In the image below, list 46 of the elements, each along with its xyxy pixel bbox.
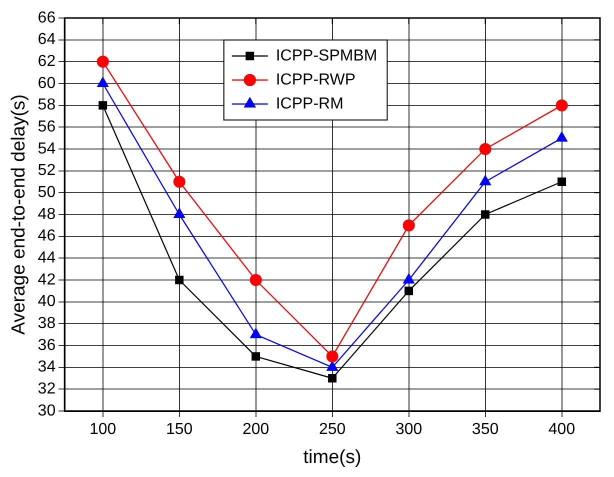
y-tick-label: 36 xyxy=(38,336,56,354)
legend-label: ICPP-RWP xyxy=(276,71,356,88)
y-tick-label: 54 xyxy=(38,140,56,158)
x-tick-label: 100 xyxy=(89,421,116,438)
y-tick-label: 56 xyxy=(38,118,56,136)
x-tick-label: 250 xyxy=(318,421,346,438)
y-tick-label: 50 xyxy=(38,184,56,202)
point xyxy=(326,350,338,362)
point xyxy=(250,274,262,286)
y-tick-label: 62 xyxy=(38,53,56,70)
y-tick-label: 64 xyxy=(38,31,56,48)
y-tick-label: 44 xyxy=(38,250,56,267)
point xyxy=(98,101,108,110)
y-tick-label: 40 xyxy=(38,293,56,310)
point xyxy=(481,210,490,219)
y-tick-label: 66 xyxy=(38,9,56,26)
y-axis-title: Average end-to-end delay(s) xyxy=(8,94,30,335)
point xyxy=(558,178,566,186)
y-tick-label: 30 xyxy=(38,402,56,420)
y-tick-label: 32 xyxy=(38,380,56,398)
point xyxy=(252,352,260,361)
y-tick-label: 46 xyxy=(38,228,56,245)
x-tick-label: 200 xyxy=(242,421,270,438)
x-tick-label: 400 xyxy=(548,421,576,438)
y-tick-label: 48 xyxy=(38,206,56,223)
legend-label: ICPP-RM xyxy=(276,95,344,112)
x-axis-title: time(s) xyxy=(303,446,362,468)
y-tick-label: 52 xyxy=(38,162,56,180)
y-tick-label: 42 xyxy=(38,271,56,288)
y-tick-label: 60 xyxy=(38,74,56,92)
point xyxy=(175,276,184,284)
point xyxy=(328,374,337,382)
x-tick-label: 300 xyxy=(395,421,422,438)
y-tick-label: 34 xyxy=(38,358,56,376)
x-tick-label: 150 xyxy=(166,421,193,438)
point xyxy=(479,143,492,155)
point xyxy=(556,99,568,112)
point xyxy=(96,56,109,68)
y-tick-label: 58 xyxy=(38,96,56,114)
point xyxy=(250,328,262,338)
legend-label: ICPP-SPMBM xyxy=(276,47,378,64)
x-tick-label: 350 xyxy=(472,421,499,438)
y-tick-label: 38 xyxy=(38,315,56,332)
point xyxy=(173,176,186,188)
point xyxy=(402,219,415,232)
point xyxy=(404,286,414,296)
